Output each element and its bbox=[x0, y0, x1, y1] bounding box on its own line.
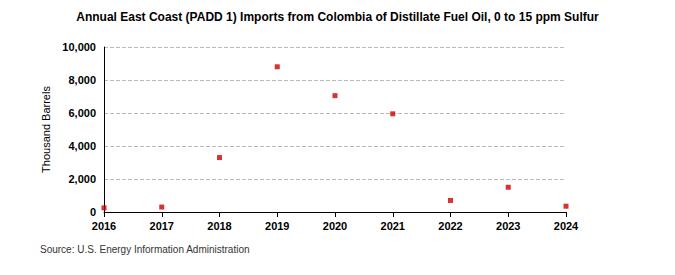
svg-text:10,000: 10,000 bbox=[62, 41, 96, 53]
svg-text:Annual East Coast (PADD 1) Imp: Annual East Coast (PADD 1) Imports from … bbox=[76, 10, 599, 24]
svg-text:6,000: 6,000 bbox=[68, 107, 96, 119]
svg-text:4,000: 4,000 bbox=[68, 140, 96, 152]
svg-text:2019: 2019 bbox=[265, 220, 289, 232]
svg-text:Thousand Barrels: Thousand Barrels bbox=[40, 86, 52, 173]
svg-text:8,000: 8,000 bbox=[68, 74, 96, 86]
svg-text:Source: U.S. Energy Informatio: Source: U.S. Energy Information Administ… bbox=[40, 244, 250, 255]
svg-text:2024: 2024 bbox=[554, 220, 579, 232]
svg-text:2,000: 2,000 bbox=[68, 173, 96, 185]
svg-text:2023: 2023 bbox=[496, 220, 520, 232]
svg-text:0: 0 bbox=[90, 206, 96, 218]
svg-text:2022: 2022 bbox=[438, 220, 462, 232]
svg-text:2018: 2018 bbox=[207, 220, 231, 232]
svg-text:2021: 2021 bbox=[381, 220, 405, 232]
svg-text:2017: 2017 bbox=[150, 220, 174, 232]
svg-text:2016: 2016 bbox=[92, 220, 116, 232]
svg-text:2020: 2020 bbox=[323, 220, 347, 232]
